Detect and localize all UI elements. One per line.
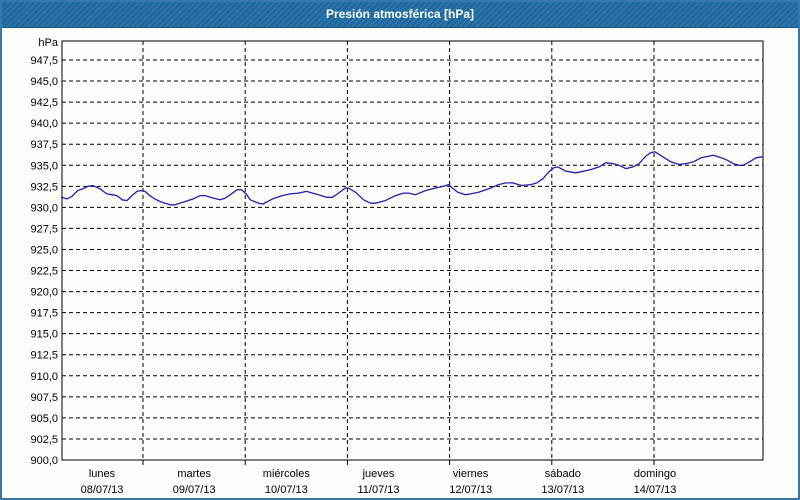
x-date-label: 10/07/13 (265, 484, 308, 496)
y-tick-label: 945,0 (30, 76, 58, 88)
x-day-label: viernes (453, 468, 489, 480)
x-day-label: domingo (634, 468, 676, 480)
y-tick-label: 902,5 (30, 434, 58, 446)
y-axis-unit-label: hPa (38, 37, 58, 49)
y-tick-label: 915,0 (30, 329, 58, 341)
x-date-label: 13/07/13 (541, 484, 584, 496)
y-tick-label: 922,5 (30, 266, 58, 278)
y-tick-label: 930,0 (30, 202, 58, 214)
pressure-chart: 947,5 945,0 942,5 940,0 937,5 935,0 932,5 930,0… (30, 37, 764, 496)
x-date-label: 09/07/13 (173, 484, 216, 496)
x-day-label: jueves (362, 468, 395, 480)
y-tick-label: 907,5 (30, 392, 58, 404)
y-tick-label: 932,5 (30, 181, 58, 193)
axis-labels: 947,5 945,0 942,5 940,0 937,5 935,0 932,5 930,0… (30, 37, 676, 496)
chart-title-bar: Presión atmosférica [hPa] (2, 2, 798, 28)
y-tick-label: 935,0 (30, 160, 58, 172)
y-tick-label: 900,0 (30, 455, 58, 467)
y-tick-label: 940,0 (30, 118, 58, 130)
y-tick-label: 920,0 (30, 287, 58, 299)
y-tick-label: 947,5 (30, 55, 58, 67)
y-tick-label: 927,5 (30, 223, 58, 235)
chart-title: Presión atmosférica [hPa] (325, 7, 475, 21)
x-day-label: miércoles (263, 468, 311, 480)
y-tick-label: 912,5 (30, 350, 58, 362)
plot-border (61, 40, 764, 461)
y-tick-label: 925,0 (30, 244, 58, 256)
y-tick-label: 905,0 (30, 413, 58, 425)
y-tick-label: 942,5 (30, 97, 58, 109)
axes (61, 40, 764, 465)
y-tick-label: 910,0 (30, 371, 58, 383)
x-date-label: 12/07/13 (449, 484, 492, 496)
x-date-label: 11/07/13 (357, 484, 399, 496)
y-tick-label: 917,5 (30, 308, 58, 320)
x-date-label: 08/07/13 (81, 484, 124, 496)
x-day-label: lunes (89, 468, 116, 480)
y-tick-label: 937,5 (30, 139, 58, 151)
pressure-series-line (61, 151, 764, 206)
x-day-label: martes (177, 468, 211, 480)
grid-lines (62, 41, 763, 460)
x-day-label: sábado (545, 468, 581, 480)
x-date-label: 14/07/13 (634, 484, 677, 496)
